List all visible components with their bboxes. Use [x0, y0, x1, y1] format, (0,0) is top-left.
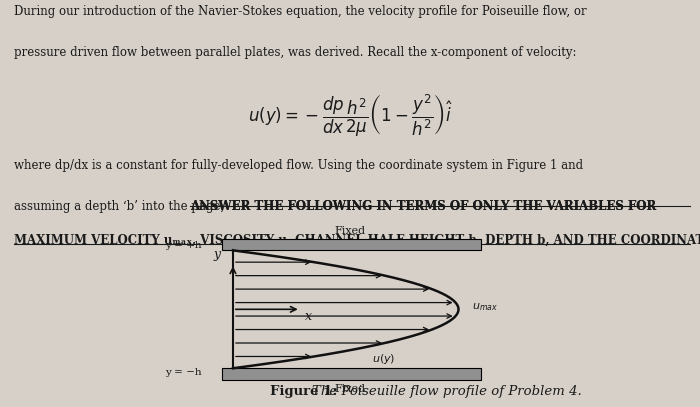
Bar [222, 368, 481, 380]
Text: x: x [305, 311, 312, 324]
Text: y: y [214, 248, 220, 261]
Text: Fixed: Fixed [335, 225, 366, 236]
Text: ANSWER THE FOLLOWING IN TERMS OF ONLY THE VARIABLES FOR: ANSWER THE FOLLOWING IN TERMS OF ONLY TH… [190, 200, 657, 213]
Text: $u_{max}$: $u_{max}$ [472, 301, 498, 313]
Text: y = −h: y = −h [165, 368, 202, 377]
Text: y = +h: y = +h [165, 241, 202, 250]
Text: $u(y) = -\dfrac{dp}{dx}\dfrac{h^2}{2\mu}\left(1 - \dfrac{y^2}{h^2}\right)\hat{i}: $u(y) = -\dfrac{dp}{dx}\dfrac{h^2}{2\mu}… [248, 93, 452, 139]
Text: MAXIMUM VELOCITY uₘₐₓ, VISCOSITY μ, CHANNEL HALF-HEIGHT h, DEPTH b, AND THE COOR: MAXIMUM VELOCITY uₘₐₓ, VISCOSITY μ, CHAN… [14, 234, 700, 247]
Text: assuming a depth ‘b’ into the page,: assuming a depth ‘b’ into the page, [14, 200, 228, 213]
Text: The Poiseuille flow profile of Problem 4.: The Poiseuille flow profile of Problem 4… [312, 385, 581, 398]
Bar [222, 239, 481, 250]
Text: where dp/dx is a constant for fully-developed flow. Using the coordinate system : where dp/dx is a constant for fully-deve… [14, 159, 583, 172]
Text: Figure 1:: Figure 1: [270, 385, 342, 398]
Text: During our introduction of the Navier-Stokes equation, the velocity profile for : During our introduction of the Navier-St… [14, 5, 587, 18]
Text: ANSWER THE FOLLOWING IN TERMS OF ONLY THE VARIABLES FOR: ANSWER THE FOLLOWING IN TERMS OF ONLY TH… [190, 200, 657, 213]
Text: $u(y)$: $u(y)$ [372, 352, 396, 366]
Text: pressure driven flow between parallel plates, was derived. Recall the x-componen: pressure driven flow between parallel pl… [14, 46, 577, 59]
Text: Fixed: Fixed [335, 384, 366, 394]
